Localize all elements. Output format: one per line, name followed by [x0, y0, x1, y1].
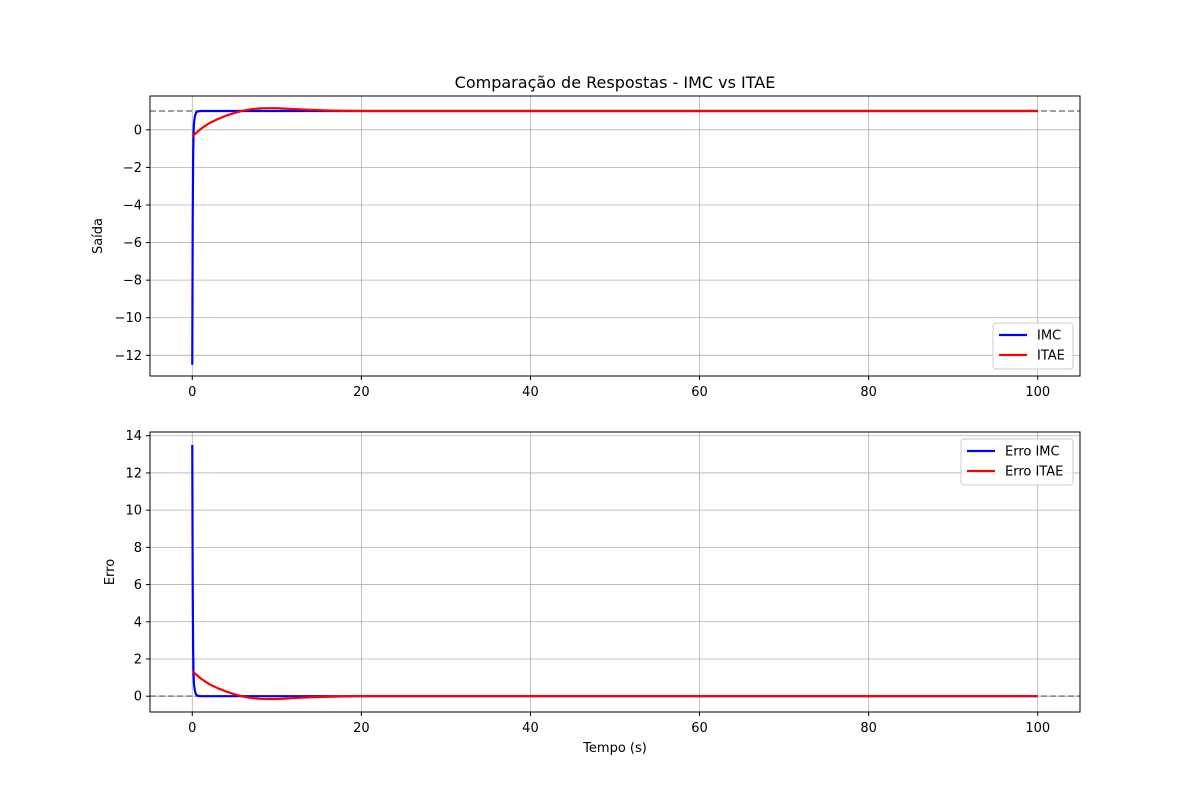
- y-tick-label: 14: [125, 429, 142, 444]
- axes-frame: [149, 95, 1081, 377]
- y-tick-label: 2: [134, 652, 142, 667]
- y-axis-label-saida: Saída: [91, 218, 106, 254]
- legend-label: IMC: [1037, 329, 1061, 344]
- x-tick-label: 60: [691, 385, 708, 400]
- y-tick-label: −4: [123, 198, 142, 213]
- subplot-saida: Comparação de Respostas - IMC vs ITAE Sa…: [91, 73, 1081, 400]
- legend-label: ITAE: [1037, 349, 1065, 364]
- x-tick-label: 40: [522, 385, 539, 400]
- chart-title: Comparação de Respostas - IMC vs ITAE: [455, 73, 776, 92]
- y-tick-label: 4: [134, 615, 142, 630]
- subplot-erro: Erro Tempo (s) 0 20 40 60 80 100 0 2 4 6 8 10 12 14 Er…: [103, 429, 1081, 756]
- x-tick-label: 80: [860, 385, 877, 400]
- y-tick-label: −2: [123, 161, 142, 176]
- x-tick-label: 100: [1025, 721, 1050, 736]
- legend: IMC ITAE: [992, 322, 1074, 370]
- y-tick-label: −12: [115, 349, 142, 364]
- y-tick-label: −6: [123, 236, 142, 251]
- x-axis-label: Tempo (s): [582, 741, 647, 756]
- x-tick-label: 40: [522, 721, 539, 736]
- y-tick-label: 10: [125, 504, 142, 519]
- legend: Erro IMC Erro ITAE: [960, 438, 1074, 486]
- y-tick-label: −8: [123, 274, 142, 289]
- x-tick-label: 100: [1025, 385, 1050, 400]
- y-tick-label: −10: [115, 311, 142, 326]
- y-tick-label: 12: [125, 466, 142, 481]
- legend-label: Erro ITAE: [1005, 465, 1063, 480]
- x-tick-label: 0: [188, 721, 196, 736]
- x-tick-label: 20: [353, 721, 370, 736]
- x-tick-label: 80: [860, 721, 877, 736]
- y-tick-label: 0: [134, 690, 142, 705]
- x-tick-label: 20: [353, 385, 370, 400]
- series-line-erro-itae: [191, 670, 1038, 701]
- x-tick-label: 0: [188, 385, 196, 400]
- legend-label: Erro IMC: [1005, 445, 1060, 460]
- y-tick-label: 0: [134, 123, 142, 138]
- y-tick-label: 6: [134, 578, 142, 593]
- x-tick-label: 60: [691, 721, 708, 736]
- y-tick-label: 8: [134, 541, 142, 556]
- series-line-itae: [191, 107, 1038, 138]
- y-axis-label-erro: Erro: [103, 559, 118, 585]
- axes-frame: [149, 431, 1081, 713]
